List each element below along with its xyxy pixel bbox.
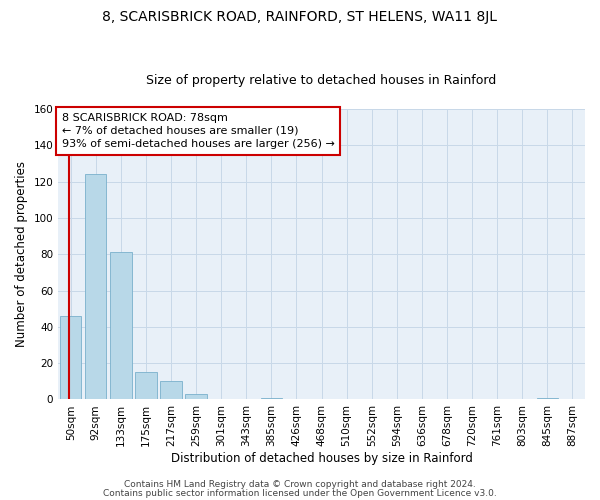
- Bar: [185, 394, 207, 400]
- Text: Contains public sector information licensed under the Open Government Licence v3: Contains public sector information licen…: [103, 488, 497, 498]
- X-axis label: Distribution of detached houses by size in Rainford: Distribution of detached houses by size …: [170, 452, 473, 465]
- Bar: [60, 316, 82, 400]
- Text: 8, SCARISBRICK ROAD, RAINFORD, ST HELENS, WA11 8JL: 8, SCARISBRICK ROAD, RAINFORD, ST HELENS…: [103, 10, 497, 24]
- Bar: [261, 398, 282, 400]
- Title: Size of property relative to detached houses in Rainford: Size of property relative to detached ho…: [146, 74, 497, 87]
- Bar: [136, 372, 157, 400]
- Bar: [537, 398, 558, 400]
- Y-axis label: Number of detached properties: Number of detached properties: [15, 161, 28, 347]
- Bar: [110, 252, 131, 400]
- Text: 8 SCARISBRICK ROAD: 78sqm
← 7% of detached houses are smaller (19)
93% of semi-d: 8 SCARISBRICK ROAD: 78sqm ← 7% of detach…: [62, 112, 335, 149]
- Bar: [160, 382, 182, 400]
- Text: Contains HM Land Registry data © Crown copyright and database right 2024.: Contains HM Land Registry data © Crown c…: [124, 480, 476, 489]
- Bar: [85, 174, 106, 400]
